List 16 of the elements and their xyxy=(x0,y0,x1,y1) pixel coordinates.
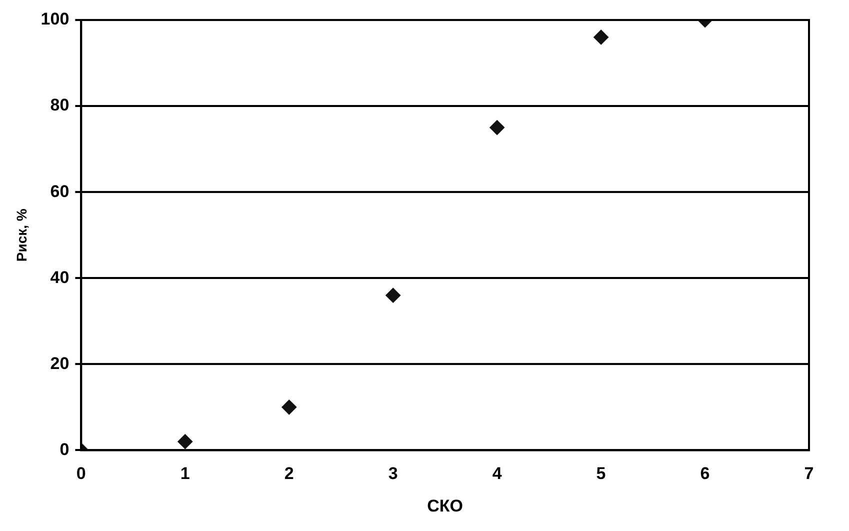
x-tick-label: 4 xyxy=(492,464,502,484)
x-axis-title: СКО xyxy=(427,496,464,516)
x-tick-label: 7 xyxy=(804,464,814,484)
y-tick-label: 80 xyxy=(50,96,70,115)
x-tick-label: 6 xyxy=(700,464,710,484)
x-tick-label: 0 xyxy=(76,464,86,484)
y-axis-title: Риск, % xyxy=(13,208,30,262)
x-tick-label: 5 xyxy=(596,464,606,484)
x-tick-label: 2 xyxy=(284,464,294,484)
y-tick-label: 60 xyxy=(50,182,70,201)
y-tick-label: 20 xyxy=(50,354,70,373)
y-tick-label: 40 xyxy=(50,268,70,287)
y-tick-label: 100 xyxy=(40,10,70,29)
x-tick-label: 1 xyxy=(180,464,190,484)
x-tick-label: 3 xyxy=(388,464,398,484)
y-tick-label: 0 xyxy=(60,440,70,459)
